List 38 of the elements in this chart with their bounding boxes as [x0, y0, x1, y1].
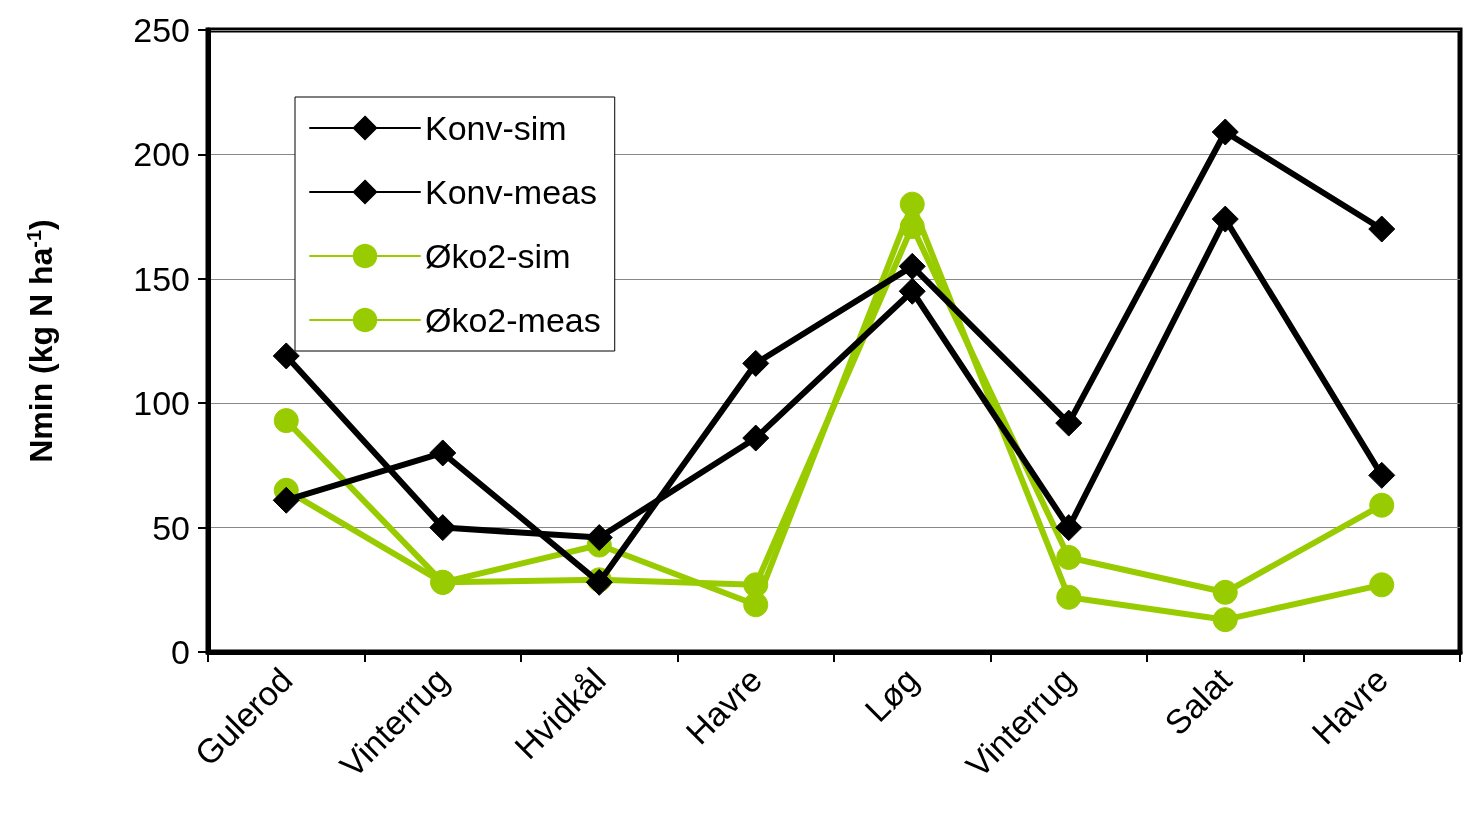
y-tick-label: 100: [133, 384, 190, 423]
point: [1055, 514, 1083, 542]
y-tick-label: 250: [133, 11, 190, 49]
point: [742, 349, 770, 377]
y-tick-label: 150: [133, 259, 190, 298]
point: [429, 514, 457, 542]
y-tick-label: 0: [171, 633, 190, 671]
legend-label: Konv-meas: [425, 173, 597, 211]
y-axis-title: Nmin (kg N ha-1): [23, 219, 59, 463]
point: [899, 214, 925, 240]
y-tick-label: 50: [152, 508, 190, 547]
point: [1211, 205, 1239, 233]
point: [743, 572, 769, 598]
point: [1369, 492, 1395, 518]
y-tick-label: 200: [133, 135, 190, 174]
point: [898, 277, 926, 305]
point: [1056, 584, 1082, 610]
legend-label: Øko2-sim: [425, 237, 571, 275]
x-tick-label: Løg: [857, 660, 926, 729]
point: [1369, 572, 1395, 598]
legend-label: Konv-sim: [425, 109, 567, 147]
legend-label: Øko2-meas: [425, 301, 601, 339]
point: [1055, 409, 1083, 437]
point: [898, 252, 926, 280]
point: [1368, 461, 1396, 489]
point: [429, 439, 457, 467]
point: [1056, 544, 1082, 570]
point: [273, 408, 299, 434]
point: [1212, 607, 1238, 633]
point: [742, 424, 770, 452]
point: [585, 524, 613, 552]
point: [272, 342, 300, 370]
point: [899, 191, 925, 217]
point: [743, 592, 769, 618]
point: [272, 486, 300, 514]
point: [1368, 215, 1396, 243]
point: [1212, 579, 1238, 605]
point: [1211, 118, 1239, 146]
